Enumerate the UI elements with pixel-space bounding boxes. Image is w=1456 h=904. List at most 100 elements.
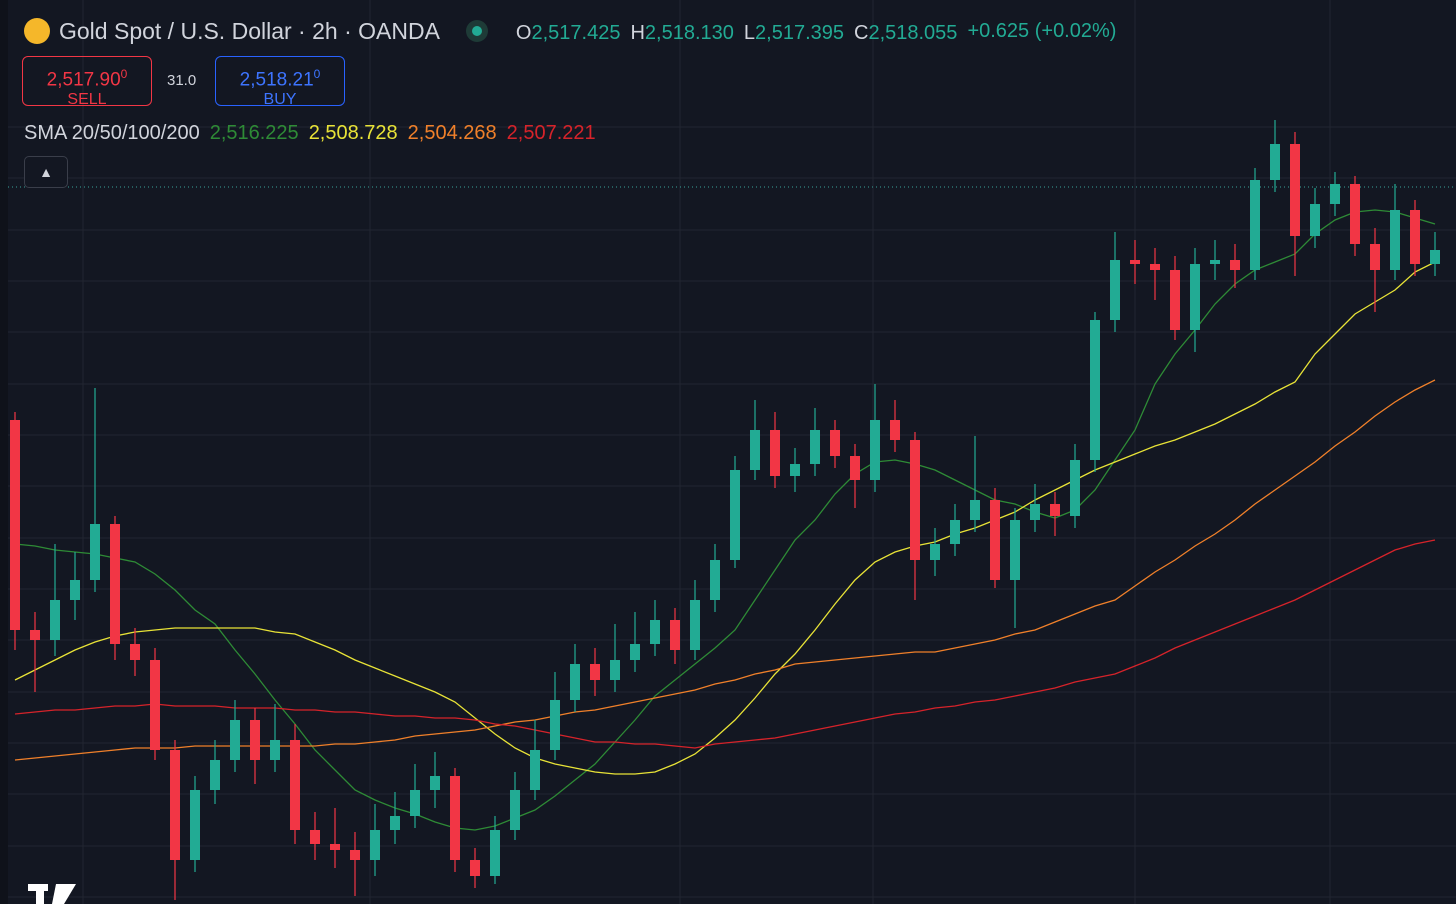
indicator-value: 2,504.268 bbox=[407, 122, 497, 144]
candle-body bbox=[490, 830, 500, 876]
ohlc-item: H2,518.130 bbox=[630, 22, 733, 44]
candle-body bbox=[1170, 270, 1180, 330]
sell-price: 2,517.90 bbox=[46, 69, 121, 91]
candle-body bbox=[450, 776, 460, 860]
candle-body bbox=[750, 430, 760, 470]
sma-line bbox=[14, 261, 1436, 775]
candle-body bbox=[630, 644, 640, 660]
candle-body bbox=[870, 420, 880, 480]
candle-body bbox=[1190, 264, 1200, 330]
candle-body bbox=[90, 524, 100, 580]
symbol-logo bbox=[24, 18, 50, 44]
candle-body bbox=[1030, 504, 1040, 520]
ohlc-item: L2,517.395 bbox=[744, 22, 844, 44]
candle-body bbox=[1410, 210, 1420, 264]
ohlc-value: 2,518.055 bbox=[868, 21, 958, 44]
collapse-button[interactable]: ▲ bbox=[24, 156, 68, 188]
candle-body bbox=[1110, 260, 1120, 320]
market-status bbox=[465, 20, 488, 42]
candle-body bbox=[310, 830, 320, 844]
candle-body bbox=[150, 660, 160, 750]
ohlc-key: H bbox=[630, 21, 645, 44]
candle-body bbox=[130, 644, 140, 660]
candle-body bbox=[530, 750, 540, 790]
candle-body bbox=[770, 430, 780, 476]
candle-body bbox=[1150, 264, 1160, 270]
candle-body bbox=[70, 580, 80, 600]
candle-body bbox=[30, 630, 40, 640]
sma-line bbox=[14, 539, 1436, 749]
candle-body bbox=[250, 720, 260, 760]
change: +0.625 (+0.02%) bbox=[967, 19, 1117, 42]
indicator-value: 2,507.221 bbox=[506, 122, 596, 144]
candle-body bbox=[210, 760, 220, 790]
left-edge bbox=[0, 0, 8, 904]
candle-body bbox=[550, 700, 560, 750]
candle-body bbox=[730, 470, 740, 560]
candle-body bbox=[350, 850, 360, 860]
candle-body bbox=[710, 560, 720, 600]
candle-body bbox=[1390, 210, 1400, 270]
candle-body bbox=[1290, 144, 1300, 236]
candle-body bbox=[790, 464, 800, 476]
candle-body bbox=[330, 844, 340, 850]
candle-body bbox=[1230, 260, 1240, 270]
ohlc-key: L bbox=[743, 21, 756, 44]
candle-body bbox=[1210, 260, 1220, 264]
candle-body bbox=[810, 430, 820, 464]
candle-body bbox=[1050, 504, 1060, 516]
candle-body bbox=[830, 430, 840, 456]
candle-body bbox=[110, 524, 120, 644]
indicator-value: 2,516.225 bbox=[209, 122, 299, 144]
candle-body bbox=[190, 790, 200, 860]
candle-body bbox=[1130, 260, 1140, 264]
candle-body bbox=[1250, 180, 1260, 270]
candle-body bbox=[1270, 144, 1280, 180]
candle-body bbox=[230, 720, 240, 760]
indicator-legend: SMA 20/50/100/200 2,516.225 2,508.728 2,504… bbox=[24, 122, 606, 145]
candle-body bbox=[1070, 460, 1080, 516]
candle-body bbox=[470, 860, 480, 876]
candle-body bbox=[590, 664, 600, 680]
candle-body bbox=[1350, 184, 1360, 244]
grid bbox=[8, 0, 1456, 904]
candle-body bbox=[410, 790, 420, 816]
candle-body bbox=[1370, 244, 1380, 270]
candle-body bbox=[950, 520, 960, 544]
ohlc-key: C bbox=[854, 21, 869, 44]
sma-line bbox=[14, 209, 1436, 831]
candle-body bbox=[510, 790, 520, 830]
candle-body bbox=[370, 830, 380, 860]
candle-body bbox=[970, 500, 980, 520]
candle-body bbox=[610, 660, 620, 680]
candle-body bbox=[10, 420, 20, 630]
ohlc-value: 2,518.130 bbox=[644, 21, 734, 44]
candle-body bbox=[930, 544, 940, 560]
sell-fraction: 0 bbox=[120, 67, 128, 81]
spread: 31.0 bbox=[167, 72, 197, 89]
candle-body bbox=[1310, 204, 1320, 236]
candle-body bbox=[170, 750, 180, 860]
sell-label: SELL bbox=[67, 91, 107, 109]
ohlc: O2,517.425 H2,518.130 L2,517.395 C2,518.055 bbox=[516, 18, 968, 45]
indicator-name: SMA 20/50/100/200 bbox=[24, 122, 200, 144]
candle-body bbox=[670, 620, 680, 650]
candle-body bbox=[1010, 520, 1020, 580]
sell-button[interactable]: 2,517.900 SELL bbox=[22, 56, 152, 109]
candle-body bbox=[1330, 184, 1340, 204]
symbol-header: Gold Spot / U.S. Dollar · 2h · OANDA O2,… bbox=[24, 16, 1126, 46]
candle-body bbox=[570, 664, 580, 700]
ohlc-value: 2,517.425 bbox=[531, 21, 621, 44]
buy-button[interactable]: 2,518.210 BUY bbox=[215, 56, 345, 108]
ohlc-item: O2,517.425 bbox=[516, 22, 621, 44]
buy-price: 2,518.21 bbox=[239, 69, 314, 91]
candle-body bbox=[430, 776, 440, 790]
symbol-title: Gold Spot / U.S. Dollar · 2h · OANDA bbox=[59, 17, 440, 44]
candle-body bbox=[910, 440, 920, 560]
candle-body bbox=[1090, 320, 1100, 460]
candle-body bbox=[390, 816, 400, 830]
sma-line bbox=[14, 379, 1436, 761]
indicator-value: 2,508.728 bbox=[308, 122, 398, 144]
